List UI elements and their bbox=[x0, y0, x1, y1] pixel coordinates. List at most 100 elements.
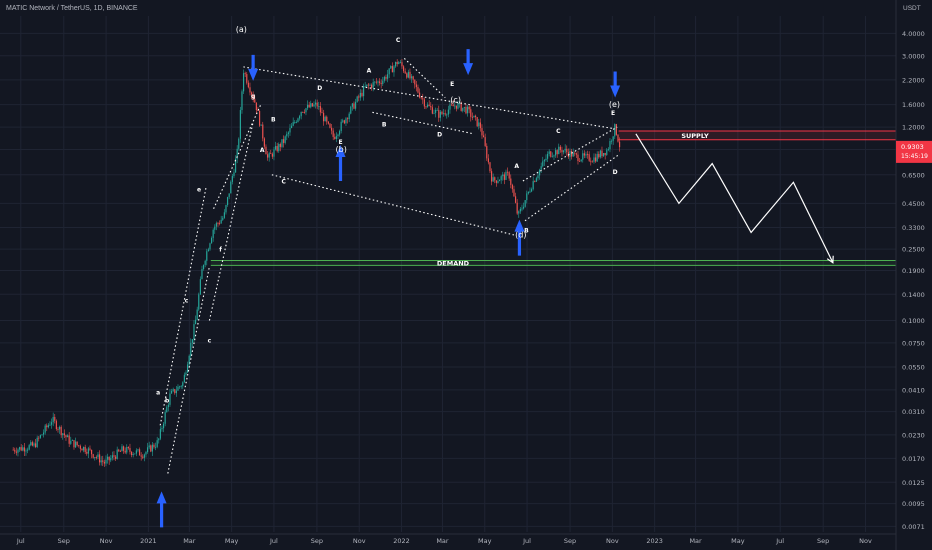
candle bbox=[577, 154, 579, 162]
candle bbox=[559, 146, 561, 151]
candle bbox=[156, 440, 158, 447]
candle bbox=[98, 454, 101, 463]
candle bbox=[415, 84, 417, 88]
candle bbox=[215, 223, 217, 227]
candle bbox=[186, 364, 189, 373]
candle bbox=[402, 66, 405, 72]
candle bbox=[562, 150, 565, 153]
candle bbox=[79, 445, 81, 449]
candle bbox=[366, 84, 368, 87]
candle bbox=[47, 425, 49, 428]
candle bbox=[330, 127, 333, 131]
candle bbox=[508, 172, 510, 179]
projection-path bbox=[635, 133, 834, 264]
candle bbox=[543, 160, 545, 162]
candle bbox=[382, 80, 384, 85]
wave-label: B bbox=[524, 227, 529, 234]
y-tick-label: 0.2500 bbox=[902, 246, 925, 254]
candle bbox=[580, 159, 582, 162]
candle bbox=[327, 121, 329, 124]
x-tick-label: Nov bbox=[100, 537, 113, 545]
candle bbox=[247, 82, 249, 88]
candle bbox=[351, 103, 353, 107]
candle bbox=[153, 444, 155, 448]
wave-trendline bbox=[159, 187, 207, 426]
candle bbox=[290, 125, 293, 129]
price-tag-countdown: 15:45:19 bbox=[901, 153, 928, 160]
candle bbox=[602, 153, 605, 157]
candle bbox=[359, 92, 361, 98]
wave-label: E bbox=[338, 139, 342, 146]
candle bbox=[140, 455, 142, 457]
candle bbox=[310, 103, 312, 108]
candle bbox=[438, 109, 440, 118]
candle bbox=[572, 152, 574, 157]
candle bbox=[566, 148, 568, 153]
candle bbox=[356, 96, 358, 102]
candle bbox=[74, 441, 77, 448]
candle bbox=[60, 426, 62, 436]
candle bbox=[114, 456, 117, 459]
candle bbox=[222, 217, 224, 220]
y-tick-label: 1.6000 bbox=[902, 101, 925, 109]
wave-label: g bbox=[251, 93, 255, 100]
candle bbox=[252, 94, 254, 100]
candle bbox=[361, 92, 363, 97]
candle bbox=[185, 372, 187, 375]
candle bbox=[170, 390, 173, 394]
candle bbox=[97, 454, 99, 458]
candle bbox=[230, 181, 232, 194]
candle bbox=[542, 161, 544, 167]
candle bbox=[335, 136, 337, 139]
x-tick-label: Mar bbox=[436, 537, 449, 545]
arrow-shape bbox=[248, 54, 259, 81]
candle bbox=[441, 111, 443, 114]
x-tick-label: Nov bbox=[353, 537, 366, 545]
candle bbox=[271, 153, 273, 157]
candle bbox=[514, 196, 517, 203]
candle bbox=[393, 66, 395, 73]
candle bbox=[110, 458, 112, 461]
candle bbox=[519, 208, 521, 212]
candle bbox=[462, 107, 464, 111]
candle bbox=[188, 355, 190, 365]
candle bbox=[303, 112, 305, 113]
y-tick-label: 0.4500 bbox=[902, 200, 925, 208]
candle bbox=[487, 158, 489, 163]
candle bbox=[511, 184, 513, 190]
candle bbox=[337, 134, 339, 137]
candle bbox=[599, 150, 601, 158]
wave-label: c bbox=[208, 337, 212, 344]
candle bbox=[250, 92, 253, 95]
candle bbox=[340, 121, 342, 132]
candle bbox=[354, 101, 357, 109]
x-tick-label: Sep bbox=[58, 537, 70, 545]
candle bbox=[132, 453, 134, 456]
candle bbox=[270, 153, 272, 154]
candle bbox=[527, 191, 529, 194]
candle bbox=[615, 124, 617, 135]
y-tick-label: 2.2000 bbox=[902, 76, 925, 84]
candle bbox=[273, 149, 275, 157]
candle bbox=[422, 98, 424, 100]
candle bbox=[436, 109, 438, 111]
x-tick-label: 2022 bbox=[393, 537, 410, 545]
candle bbox=[473, 115, 475, 118]
candle bbox=[217, 223, 219, 224]
candle bbox=[23, 447, 25, 452]
candle bbox=[238, 138, 240, 149]
candle bbox=[564, 148, 566, 151]
candle bbox=[316, 102, 318, 107]
candle bbox=[305, 108, 307, 113]
candle bbox=[466, 106, 469, 114]
candle bbox=[164, 412, 166, 424]
candle bbox=[386, 74, 389, 79]
candle bbox=[306, 104, 309, 109]
candle bbox=[121, 446, 123, 452]
candle bbox=[406, 73, 408, 78]
candle bbox=[108, 456, 110, 461]
candle bbox=[36, 437, 38, 447]
candle bbox=[431, 107, 433, 114]
